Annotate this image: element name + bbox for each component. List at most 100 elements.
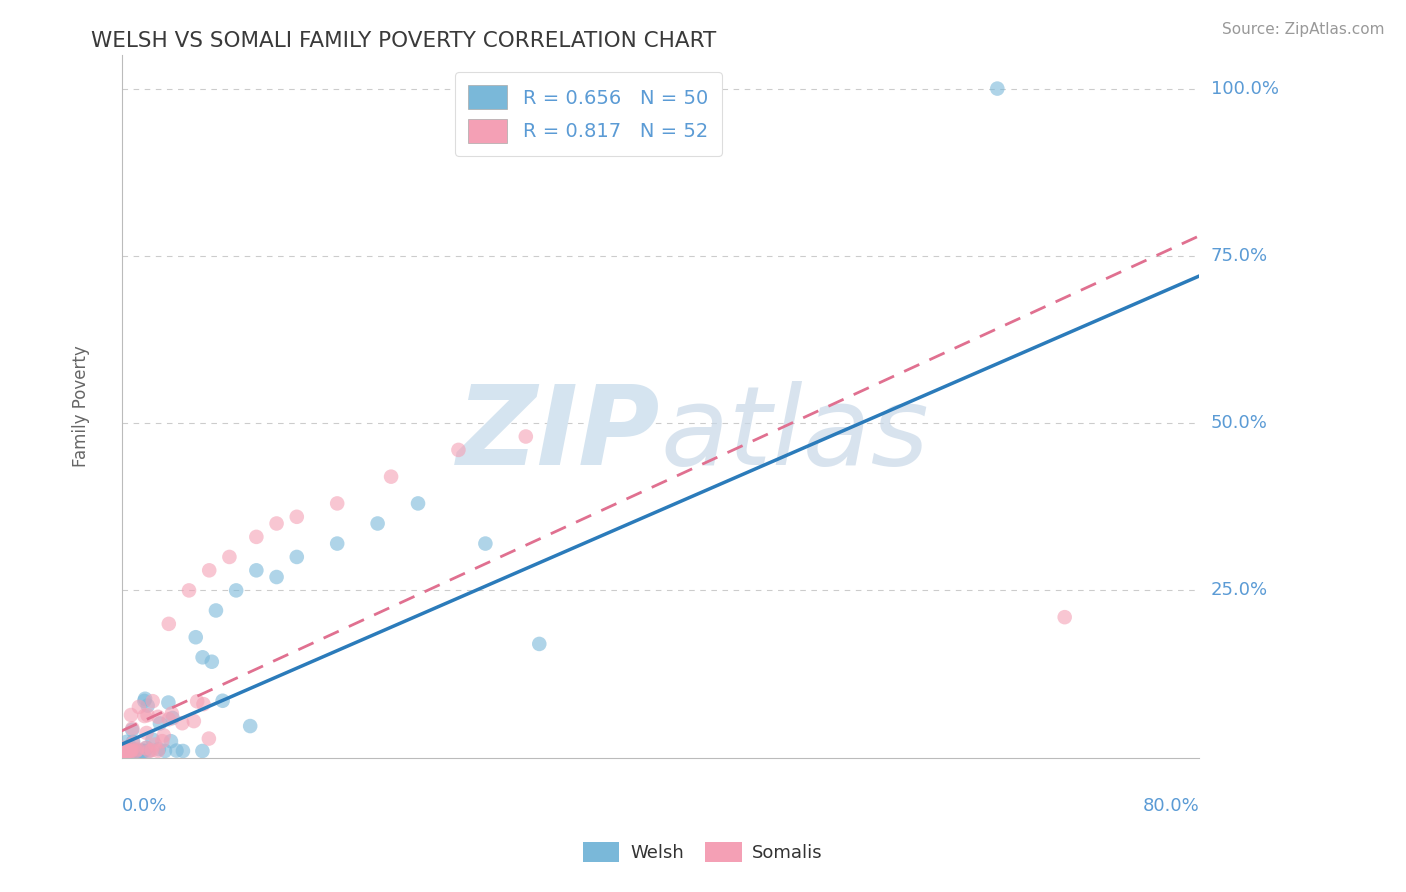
Point [183, 714, 205, 728]
Point [111, 744, 134, 758]
Point [218, 549, 240, 564]
Point [122, 735, 145, 749]
Text: 80.0%: 80.0% [1143, 797, 1199, 814]
Point [198, 731, 221, 746]
Point [117, 744, 139, 758]
Point [122, 736, 145, 750]
Point [134, 691, 156, 706]
Point [1053, 610, 1076, 624]
Point [134, 744, 156, 758]
Text: 75.0%: 75.0% [1211, 247, 1268, 265]
Point [117, 744, 139, 758]
Point [986, 81, 1008, 95]
Legend: Welsh, Somalis: Welsh, Somalis [576, 834, 830, 870]
Point [138, 744, 160, 758]
Point [239, 719, 262, 733]
Point [127, 742, 149, 756]
Point [135, 741, 157, 756]
Point [285, 549, 308, 564]
Point [111, 744, 134, 758]
Point [120, 744, 142, 758]
Point [266, 570, 288, 584]
Text: atlas: atlas [661, 381, 929, 488]
Point [121, 723, 143, 737]
Point [138, 744, 160, 758]
Point [143, 738, 166, 752]
Point [160, 706, 183, 721]
Point [142, 694, 165, 708]
Point [111, 740, 134, 755]
Point [160, 734, 183, 748]
Point [515, 429, 537, 443]
Point [191, 744, 214, 758]
Point [120, 708, 142, 723]
Point [149, 716, 172, 731]
Point [162, 711, 184, 725]
Point [474, 536, 496, 550]
Point [117, 744, 139, 758]
Point [157, 616, 180, 631]
Point [124, 744, 146, 758]
Point [146, 744, 169, 758]
Point [245, 563, 267, 577]
Point [118, 744, 141, 758]
Text: 100.0%: 100.0% [1211, 79, 1278, 97]
Point [326, 496, 349, 510]
Point [367, 516, 389, 531]
Point [132, 744, 155, 758]
Point [136, 698, 159, 713]
Point [157, 696, 180, 710]
Point [136, 708, 159, 723]
Text: Family Poverty: Family Poverty [72, 345, 90, 467]
Point [285, 509, 308, 524]
Point [211, 694, 233, 708]
Text: Source: ZipAtlas.com: Source: ZipAtlas.com [1222, 22, 1385, 37]
Point [111, 744, 134, 758]
Point [112, 744, 135, 758]
Point [150, 734, 173, 748]
Point [157, 712, 180, 726]
Point [132, 744, 155, 758]
Point [193, 697, 215, 711]
Point [125, 744, 148, 758]
Point [120, 744, 142, 758]
Point [134, 694, 156, 708]
Point [142, 732, 165, 747]
Point [129, 744, 152, 758]
Point [198, 563, 221, 577]
Legend: R = 0.656   N = 50, R = 0.817   N = 52: R = 0.656 N = 50, R = 0.817 N = 52 [454, 72, 721, 156]
Point [112, 744, 135, 758]
Point [529, 637, 551, 651]
Point [146, 710, 169, 724]
Point [184, 630, 207, 644]
Point [172, 744, 194, 758]
Point [225, 583, 247, 598]
Point [172, 716, 194, 731]
Point [112, 744, 135, 758]
Point [153, 744, 176, 758]
Point [134, 709, 156, 723]
Point [121, 742, 143, 756]
Point [245, 530, 267, 544]
Text: 25.0%: 25.0% [1211, 582, 1268, 599]
Point [148, 742, 170, 756]
Point [141, 743, 163, 757]
Point [112, 744, 135, 758]
Point [153, 729, 176, 743]
Text: 0.0%: 0.0% [122, 797, 167, 814]
Point [135, 740, 157, 755]
Point [128, 700, 150, 714]
Point [135, 726, 157, 740]
Text: WELSH VS SOMALI FAMILY POVERTY CORRELATION CHART: WELSH VS SOMALI FAMILY POVERTY CORRELATI… [91, 31, 717, 51]
Point [191, 650, 214, 665]
Point [118, 739, 141, 754]
Point [112, 744, 135, 758]
Point [266, 516, 288, 531]
Point [111, 744, 134, 758]
Point [118, 744, 141, 758]
Point [201, 655, 224, 669]
Point [131, 744, 153, 758]
Point [326, 536, 349, 550]
Point [125, 744, 148, 758]
Point [166, 743, 188, 757]
